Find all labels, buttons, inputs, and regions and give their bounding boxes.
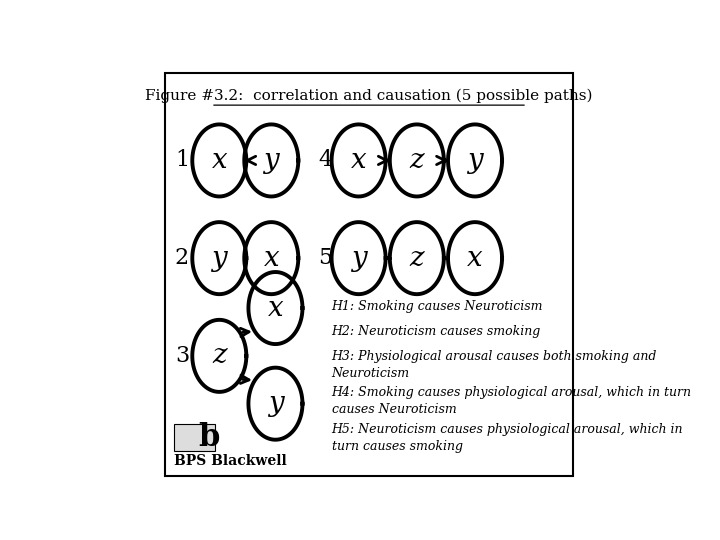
Text: b: b [198, 422, 220, 453]
Text: 5: 5 [318, 247, 333, 269]
Text: x: x [351, 147, 366, 174]
Text: x: x [264, 245, 279, 272]
FancyBboxPatch shape [174, 424, 215, 451]
Text: H5: Neuroticism causes physiological arousal, which in
turn causes smoking: H5: Neuroticism causes physiological aro… [332, 423, 683, 453]
Text: y: y [351, 245, 366, 272]
Text: H3: Physiological arousal causes both smoking and
Neuroticism: H3: Physiological arousal causes both sm… [332, 349, 657, 380]
Text: Figure #3.2:  correlation and causation (5 possible paths): Figure #3.2: correlation and causation (… [145, 89, 593, 103]
Text: y: y [264, 147, 279, 174]
Text: 3: 3 [175, 345, 189, 367]
Text: 2: 2 [175, 247, 189, 269]
Text: H1: Smoking causes Neuroticism: H1: Smoking causes Neuroticism [332, 300, 543, 313]
Text: x: x [467, 245, 483, 272]
Text: y: y [268, 390, 283, 417]
Text: H4: Smoking causes physiological arousal, which in turn
causes Neuroticism: H4: Smoking causes physiological arousal… [332, 386, 692, 416]
Text: z: z [410, 245, 424, 272]
Text: 4: 4 [318, 150, 333, 171]
Text: x: x [268, 294, 283, 321]
Text: y: y [467, 147, 483, 174]
Text: 1: 1 [175, 150, 189, 171]
Text: BPS Blackwell: BPS Blackwell [174, 454, 287, 468]
FancyBboxPatch shape [166, 73, 572, 476]
Text: H2: Neuroticism causes smoking: H2: Neuroticism causes smoking [332, 325, 541, 338]
Text: z: z [410, 147, 424, 174]
Text: x: x [212, 147, 227, 174]
Text: z: z [212, 342, 227, 369]
Text: y: y [212, 245, 227, 272]
